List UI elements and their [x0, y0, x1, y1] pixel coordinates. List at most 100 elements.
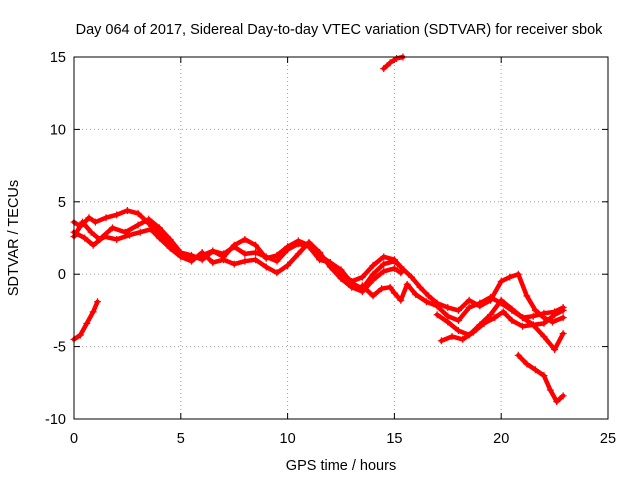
- y-tick-label: -5: [53, 340, 66, 356]
- series-trace-f: [358, 280, 567, 325]
- data-point: [262, 253, 270, 261]
- data-point: [551, 345, 559, 353]
- data-point: [155, 224, 163, 232]
- data-point: [378, 285, 386, 293]
- data-point: [326, 263, 334, 271]
- y-tick-label: 10: [50, 122, 66, 138]
- data-point: [508, 305, 516, 313]
- data-point: [108, 224, 116, 232]
- data-point: [126, 231, 134, 239]
- data-point: [454, 327, 462, 335]
- data-point: [559, 330, 567, 338]
- data-point: [514, 351, 522, 359]
- series-line: [71, 208, 404, 284]
- data-point: [369, 276, 377, 284]
- data-point: [390, 257, 398, 265]
- x-tick-label: 5: [177, 431, 185, 447]
- data-point: [514, 270, 522, 278]
- series-trace-i: [437, 306, 567, 345]
- data-point: [380, 253, 388, 261]
- data-point: [499, 308, 507, 316]
- data-point: [136, 228, 144, 236]
- data-point: [134, 209, 142, 217]
- data-series: [70, 53, 567, 406]
- data-point: [480, 319, 488, 327]
- data-point: [412, 290, 420, 298]
- data-point: [548, 318, 556, 326]
- data-point: [433, 299, 441, 307]
- data-point: [529, 312, 537, 320]
- data-point: [262, 263, 270, 271]
- data-point: [386, 283, 394, 291]
- series-line: [71, 216, 404, 291]
- data-point: [155, 234, 163, 242]
- data-point: [531, 306, 539, 314]
- data-point: [433, 311, 441, 319]
- y-tick-label: 15: [50, 50, 66, 66]
- series-trace-h: [433, 296, 567, 353]
- data-point: [469, 328, 477, 336]
- y-axis-label: SDTVAR / TECUs: [6, 180, 22, 296]
- series-line: [398, 264, 566, 325]
- data-point: [546, 386, 554, 394]
- data-point: [230, 260, 238, 268]
- data-point: [519, 322, 527, 330]
- data-point: [83, 319, 91, 327]
- data-point: [393, 54, 401, 62]
- data-point: [397, 263, 405, 271]
- data-point: [252, 248, 260, 256]
- data-point: [559, 392, 567, 400]
- data-point: [407, 273, 415, 281]
- data-point: [166, 235, 174, 243]
- data-point: [316, 256, 324, 264]
- series-line: [516, 353, 566, 404]
- data-point: [519, 314, 527, 322]
- data-point: [93, 298, 101, 306]
- x-tick-label: 15: [386, 431, 402, 447]
- series-line: [71, 299, 100, 342]
- data-point: [337, 275, 345, 283]
- data-point: [294, 240, 302, 248]
- data-point: [487, 296, 495, 304]
- data-point: [166, 244, 174, 252]
- data-point: [177, 253, 185, 261]
- data-point: [198, 256, 206, 264]
- plot-frame: [73, 56, 609, 420]
- data-point: [380, 260, 388, 268]
- data-point: [252, 241, 260, 249]
- data-point: [241, 235, 249, 243]
- data-point: [529, 321, 537, 329]
- series-trace-j: [514, 351, 567, 406]
- data-point: [422, 298, 430, 306]
- data-point: [465, 296, 473, 304]
- data-point: [454, 317, 462, 325]
- data-point: [113, 235, 121, 243]
- data-point: [252, 256, 260, 264]
- data-point: [284, 262, 292, 270]
- x-tick-labels: 0 5 10 15 20 25: [70, 431, 616, 447]
- data-point: [187, 257, 195, 265]
- data-point: [241, 250, 249, 258]
- data-point: [337, 266, 345, 274]
- data-point: [523, 360, 531, 368]
- data-point: [87, 228, 95, 236]
- data-point: [369, 292, 377, 300]
- data-point: [403, 280, 411, 288]
- y-tick-label: -10: [45, 412, 66, 428]
- series-line: [360, 282, 566, 323]
- data-point: [89, 241, 97, 249]
- data-point: [145, 215, 153, 223]
- series-trace-a: [70, 206, 405, 285]
- data-point: [316, 248, 324, 256]
- x-axis-label: GPS time / hours: [286, 458, 396, 474]
- data-point: [273, 269, 281, 277]
- data-point: [294, 250, 302, 258]
- data-point: [416, 283, 424, 291]
- data-point: [497, 296, 505, 304]
- data-point: [551, 311, 559, 319]
- data-point: [508, 317, 516, 325]
- data-point: [397, 296, 405, 304]
- data-point: [85, 214, 93, 222]
- chart-title: Day 064 of 2017, Sidereal Day-to-day VTE…: [76, 22, 604, 38]
- data-point: [448, 332, 456, 340]
